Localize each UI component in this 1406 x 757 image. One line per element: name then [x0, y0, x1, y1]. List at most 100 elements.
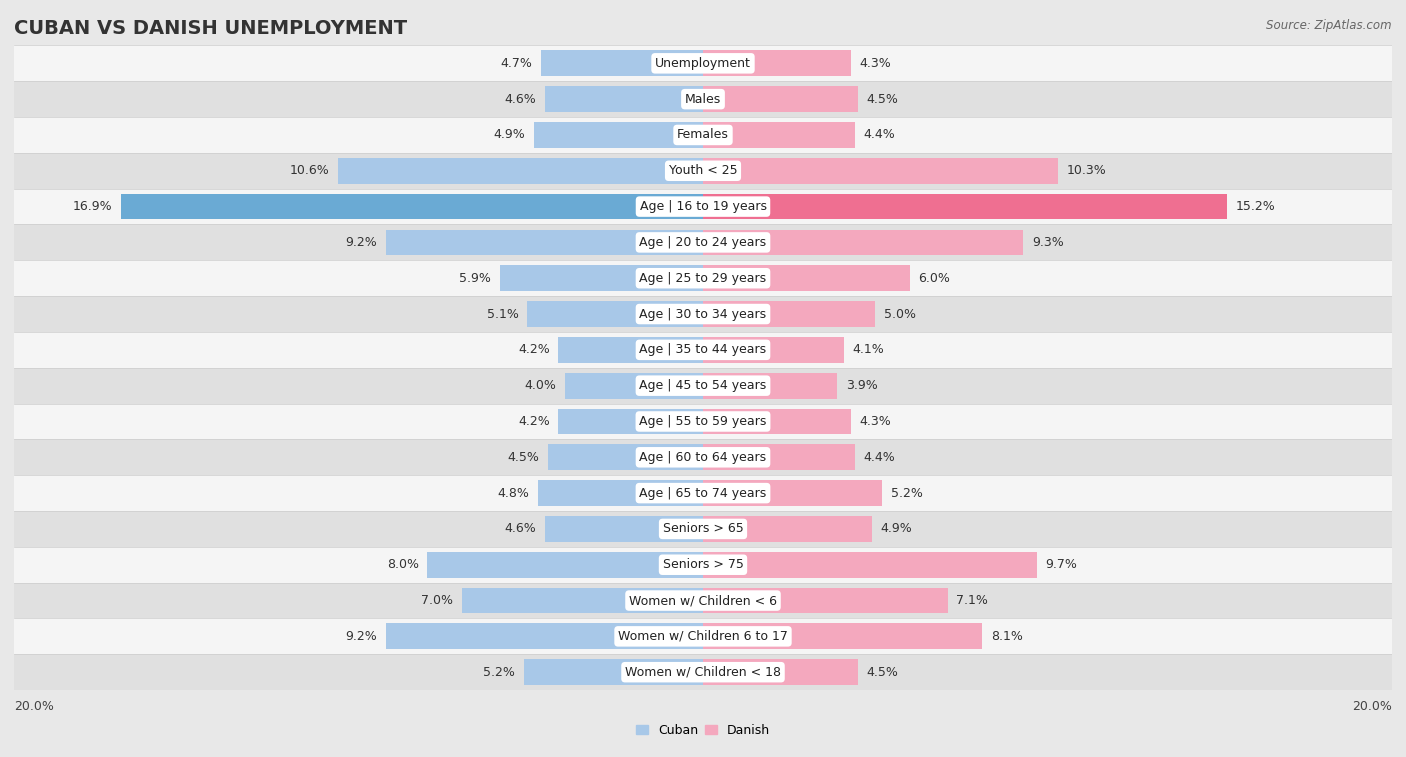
- Text: 4.4%: 4.4%: [863, 450, 896, 464]
- Text: Age | 30 to 34 years: Age | 30 to 34 years: [640, 307, 766, 320]
- Text: 5.0%: 5.0%: [884, 307, 915, 320]
- Text: Age | 20 to 24 years: Age | 20 to 24 years: [640, 236, 766, 249]
- Text: 4.3%: 4.3%: [859, 415, 891, 428]
- Bar: [337, 158, 703, 184]
- Bar: [14, 547, 1392, 583]
- Bar: [534, 122, 703, 148]
- Text: Age | 65 to 74 years: Age | 65 to 74 years: [640, 487, 766, 500]
- Bar: [14, 45, 1392, 81]
- Bar: [703, 516, 872, 542]
- Text: Age | 16 to 19 years: Age | 16 to 19 years: [640, 200, 766, 213]
- Text: 8.0%: 8.0%: [387, 558, 419, 572]
- Text: Age | 45 to 54 years: Age | 45 to 54 years: [640, 379, 766, 392]
- Text: Seniors > 75: Seniors > 75: [662, 558, 744, 572]
- Text: 4.2%: 4.2%: [517, 415, 550, 428]
- Bar: [499, 265, 703, 291]
- Text: Women w/ Children 6 to 17: Women w/ Children 6 to 17: [619, 630, 787, 643]
- Bar: [524, 659, 703, 685]
- Bar: [14, 439, 1392, 475]
- Text: Women w/ Children < 18: Women w/ Children < 18: [626, 665, 780, 679]
- Bar: [541, 51, 703, 76]
- Text: 10.3%: 10.3%: [1066, 164, 1107, 177]
- Bar: [544, 516, 703, 542]
- Bar: [14, 475, 1392, 511]
- Text: 9.2%: 9.2%: [346, 630, 377, 643]
- Text: 16.9%: 16.9%: [73, 200, 112, 213]
- Text: 5.9%: 5.9%: [460, 272, 491, 285]
- Bar: [703, 587, 948, 613]
- Text: 9.2%: 9.2%: [346, 236, 377, 249]
- Bar: [703, 122, 855, 148]
- Bar: [544, 86, 703, 112]
- Bar: [703, 86, 858, 112]
- Text: 4.6%: 4.6%: [505, 522, 536, 535]
- Text: 20.0%: 20.0%: [14, 699, 53, 712]
- Text: Females: Females: [678, 129, 728, 142]
- Text: 9.3%: 9.3%: [1032, 236, 1064, 249]
- Text: 4.2%: 4.2%: [517, 344, 550, 357]
- Bar: [14, 260, 1392, 296]
- Bar: [703, 229, 1024, 255]
- Bar: [14, 153, 1392, 188]
- Bar: [14, 188, 1392, 225]
- Bar: [387, 624, 703, 650]
- Bar: [703, 265, 910, 291]
- Bar: [703, 158, 1057, 184]
- Text: Age | 35 to 44 years: Age | 35 to 44 years: [640, 344, 766, 357]
- Bar: [14, 296, 1392, 332]
- Text: 5.2%: 5.2%: [891, 487, 922, 500]
- Text: 8.1%: 8.1%: [991, 630, 1022, 643]
- Text: 15.2%: 15.2%: [1236, 200, 1275, 213]
- Bar: [527, 301, 703, 327]
- Bar: [703, 409, 851, 435]
- Bar: [14, 368, 1392, 403]
- Bar: [703, 372, 838, 398]
- Text: 4.0%: 4.0%: [524, 379, 557, 392]
- Text: 7.1%: 7.1%: [956, 594, 988, 607]
- Text: 4.1%: 4.1%: [853, 344, 884, 357]
- Bar: [14, 618, 1392, 654]
- Text: Age | 60 to 64 years: Age | 60 to 64 years: [640, 450, 766, 464]
- Bar: [703, 301, 875, 327]
- Text: Age | 55 to 59 years: Age | 55 to 59 years: [640, 415, 766, 428]
- Legend: Cuban, Danish: Cuban, Danish: [631, 719, 775, 742]
- Text: 9.7%: 9.7%: [1046, 558, 1077, 572]
- Bar: [703, 659, 858, 685]
- Text: 4.9%: 4.9%: [494, 129, 526, 142]
- Text: 4.5%: 4.5%: [866, 92, 898, 106]
- Bar: [14, 225, 1392, 260]
- Text: 4.5%: 4.5%: [866, 665, 898, 679]
- Bar: [14, 117, 1392, 153]
- Bar: [703, 552, 1038, 578]
- Bar: [703, 337, 844, 363]
- Text: 4.6%: 4.6%: [505, 92, 536, 106]
- Bar: [14, 511, 1392, 547]
- Text: Unemployment: Unemployment: [655, 57, 751, 70]
- Text: Seniors > 65: Seniors > 65: [662, 522, 744, 535]
- Bar: [703, 444, 855, 470]
- Text: Source: ZipAtlas.com: Source: ZipAtlas.com: [1267, 19, 1392, 32]
- Bar: [565, 372, 703, 398]
- Text: 10.6%: 10.6%: [290, 164, 329, 177]
- Text: Age | 25 to 29 years: Age | 25 to 29 years: [640, 272, 766, 285]
- Bar: [121, 194, 703, 220]
- Bar: [703, 480, 882, 506]
- Text: Males: Males: [685, 92, 721, 106]
- Bar: [427, 552, 703, 578]
- Bar: [548, 444, 703, 470]
- Bar: [703, 194, 1226, 220]
- Bar: [558, 337, 703, 363]
- Text: 4.7%: 4.7%: [501, 57, 533, 70]
- Bar: [703, 51, 851, 76]
- Bar: [461, 587, 703, 613]
- Text: Youth < 25: Youth < 25: [669, 164, 737, 177]
- Text: 20.0%: 20.0%: [1353, 699, 1392, 712]
- Bar: [537, 480, 703, 506]
- Text: 7.0%: 7.0%: [422, 594, 453, 607]
- Text: CUBAN VS DANISH UNEMPLOYMENT: CUBAN VS DANISH UNEMPLOYMENT: [14, 19, 408, 38]
- Bar: [14, 583, 1392, 618]
- Bar: [703, 624, 981, 650]
- Text: 5.2%: 5.2%: [484, 665, 515, 679]
- Text: 4.5%: 4.5%: [508, 450, 540, 464]
- Bar: [14, 81, 1392, 117]
